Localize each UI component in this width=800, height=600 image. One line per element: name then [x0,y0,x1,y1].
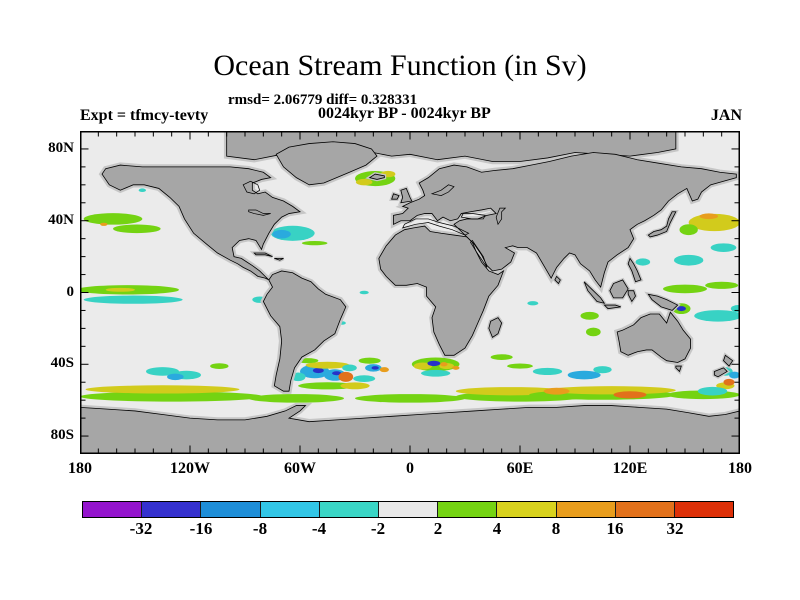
anomaly-patch [490,354,513,360]
anomaly-patch [100,222,108,226]
colorbar-cell [497,502,557,517]
anomaly-patch [83,295,183,304]
x-axis-label: 60E [506,460,534,477]
world-map-plot [80,131,740,454]
y-axis-label: 40S [50,355,74,371]
y-axis-label: 80N [48,140,74,156]
x-axis-label: 180 [728,460,752,477]
colorbar-boundary-label: -4 [311,519,327,538]
x-axis-label: 120E [612,460,648,477]
colorbar-boundary-label: -16 [189,519,213,538]
comparison-period: 0024kyr BP - 0024kyr BP [318,105,491,122]
colorbar [82,501,734,518]
anomaly-patch [674,254,704,266]
x-axis-label: 180 [68,460,92,477]
y-axis-label: 0 [66,284,75,300]
anomaly-patch [593,366,612,374]
colorbar-boundary-label: 32 [666,519,684,538]
colorbar-cell [260,502,320,517]
colorbar-boundary-label: 4 [492,519,502,538]
anomaly-patch [355,394,465,403]
colorbar-boundary-label: -32 [129,519,153,538]
anomaly-patch [83,213,143,225]
anomaly-patch [580,311,599,320]
month-label: JAN [710,107,742,124]
anomaly-patch [710,243,737,252]
anomaly-patch [729,371,740,379]
y-axis-label: 40N [48,212,74,228]
rmsd-diff-stats: rmsd= 2.06779 diff= 0.328331 [228,92,418,108]
colorbar-cell [438,502,498,517]
anomaly-patch [452,365,460,370]
y-axis-label: 80S [50,427,74,443]
anomaly-patch [694,310,740,322]
anomaly-patch [705,281,739,289]
colorbar-boundary-label: 2 [433,519,443,538]
anomaly-patch [613,391,647,399]
colorbar-cell [83,502,143,517]
colorbar-cell [615,502,675,517]
anomaly-patch [440,362,448,367]
anomaly-patch [379,367,389,373]
anomaly-patch [167,373,184,381]
anomaly-patch [342,364,357,372]
colorbar-boundary-label: -2 [370,519,386,538]
anomaly-patch [358,357,381,364]
anomaly-patch [210,363,229,369]
x-axis-label: 120W [170,460,210,477]
anomaly-patch [340,382,370,390]
anomaly-patch [421,369,451,377]
anomaly-patch [355,178,373,186]
anomaly-patch [113,224,161,234]
anomaly-patch [635,258,651,266]
anomaly-patch [312,368,324,374]
colorbar-cell [674,502,734,517]
anomaly-patch [532,367,563,376]
anomaly-patch [427,360,441,367]
anomaly-patch [105,287,135,292]
anomaly-patch [85,385,240,394]
anomaly-patch [679,224,698,236]
anomaly-patch [663,284,707,294]
anomaly-patch [248,394,344,403]
anomaly-patch [543,387,570,395]
x-axis-label: 0 [406,460,414,477]
colorbar-cell [201,502,261,517]
x-axis-label: 60W [284,460,316,477]
anomaly-patch [586,327,601,337]
colorbar-boundary-label: -8 [252,519,268,538]
anomaly-patch [699,213,718,220]
anomaly-patch [697,386,728,396]
anomaly-patch [353,375,376,383]
colorbar-cell [142,502,202,517]
anomaly-patch [272,229,291,239]
colorbar-cell [556,502,616,517]
anomaly-patch [301,240,328,246]
experiment-label: Expt = tfmcy-tevty [80,107,209,124]
anomaly-patch [138,188,146,193]
chart-title: Ocean Stream Function (in Sv) [213,49,587,82]
anomaly-patch [359,290,369,295]
colorbar-cell [378,502,439,517]
anomaly-patch [371,366,379,370]
colorbar-boundary-label: 8 [551,519,561,538]
anomaly-patch [723,378,735,386]
anomaly-patch [527,301,539,306]
anomaly-patch [338,371,354,382]
colorbar-boundary-label: 16 [606,519,624,538]
anomaly-patch [507,363,533,369]
colorbar-cell [319,502,379,517]
